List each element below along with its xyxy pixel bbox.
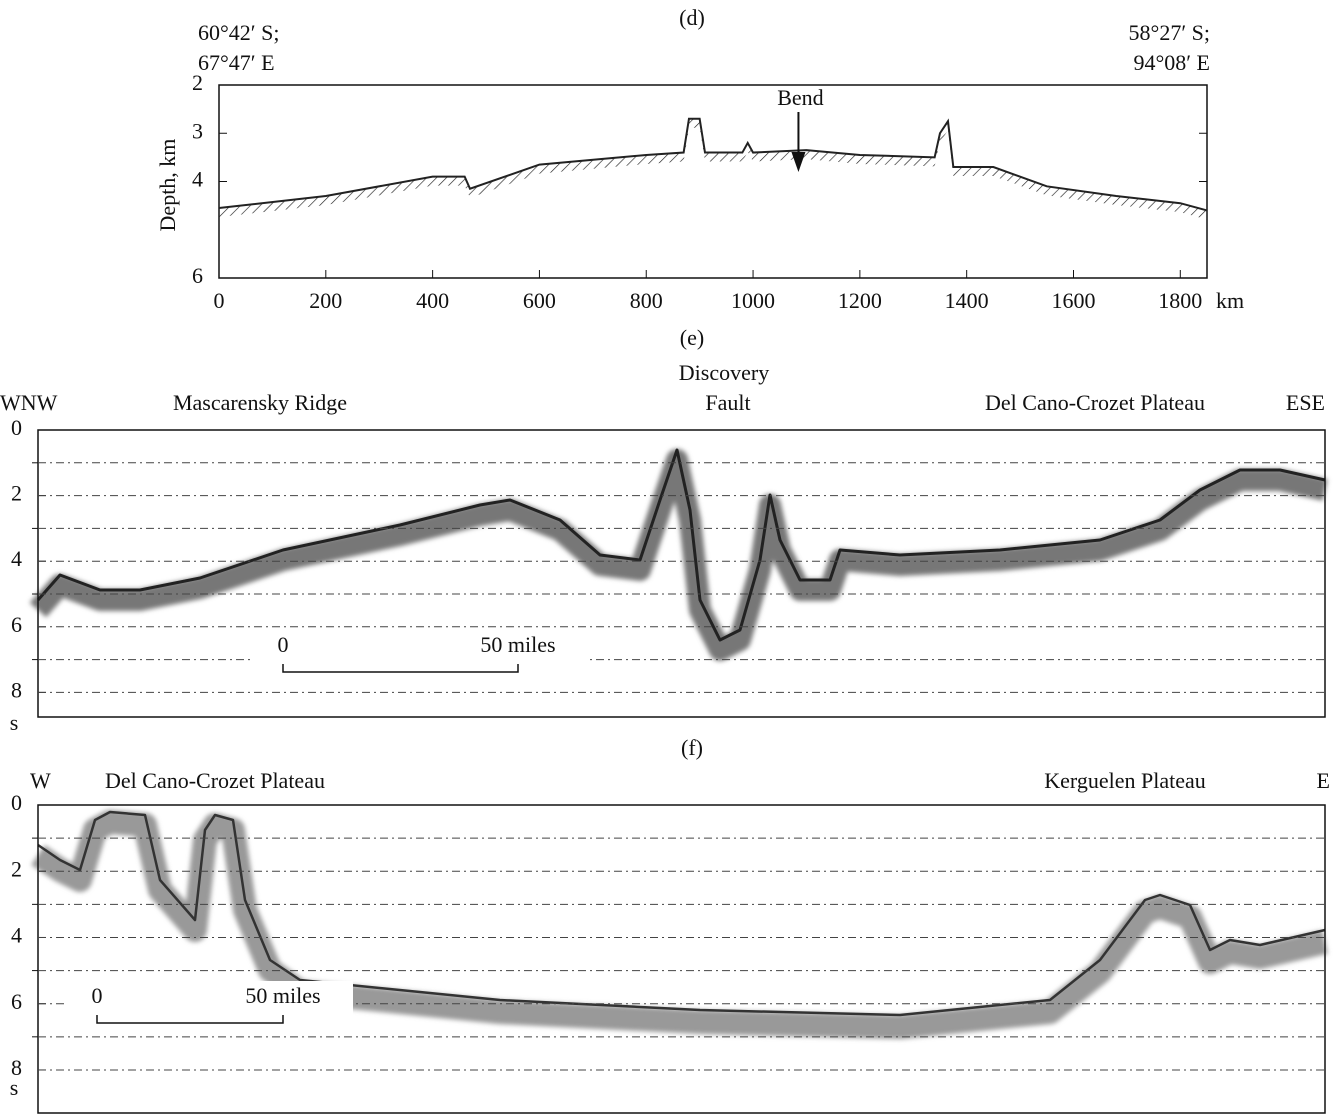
scale-label: 50 miles [480, 632, 555, 657]
x-tick-label: 1200 [838, 288, 882, 313]
y-axis-unit: s [10, 710, 19, 735]
y-tick-label: 8 [11, 1055, 22, 1080]
section-label: W [30, 768, 51, 793]
y-tick-label: 2 [11, 856, 22, 881]
section-label: Discovery [679, 360, 769, 385]
y-axis-unit: s [10, 1075, 19, 1100]
coordinate-label: 67°47′ E [198, 50, 275, 75]
y-tick-label: 2 [11, 481, 22, 506]
plot-frame [37, 429, 1326, 718]
coordinate-label: 94°08′ E [1133, 50, 1210, 75]
y-tick-label: 3 [192, 118, 203, 143]
y-tick-label: 6 [192, 263, 203, 288]
scale-bg [67, 981, 353, 1033]
coordinate-label: 60°42′ S; [198, 20, 279, 45]
x-tick-label: 600 [523, 288, 556, 313]
panel-label: (e) [680, 325, 704, 350]
x-tick-label: 1800 [1158, 288, 1202, 313]
y-tick-label: 6 [11, 612, 22, 637]
section-label: ESE [1286, 390, 1325, 415]
y-tick-label: 8 [11, 677, 22, 702]
seismic-echo [29, 448, 1328, 661]
panel-label: (d) [679, 5, 705, 30]
section-label: Del Cano-Crozet Plateau [985, 390, 1205, 415]
x-tick-label: 1000 [731, 288, 775, 313]
section-label: Fault [705, 390, 750, 415]
coordinate-label: 58°27′ S; [1129, 20, 1210, 45]
arrow-head [791, 152, 806, 172]
y-tick-label: 4 [11, 546, 22, 571]
section-label: E [1317, 768, 1330, 793]
y-tick-label: 0 [11, 415, 22, 440]
section-label: Del Cano-Crozet Plateau [105, 768, 325, 793]
x-tick-label: 800 [630, 288, 663, 313]
profile-line [218, 117, 1208, 212]
x-tick-label: 200 [309, 288, 342, 313]
scale-label: 0 [278, 632, 289, 657]
scale-label: 50 miles [245, 983, 320, 1008]
x-axis-unit: km [1216, 288, 1244, 313]
panel-label: (f) [681, 735, 703, 760]
x-tick-label: 1600 [1051, 288, 1095, 313]
scale-bar [282, 664, 519, 673]
x-tick-label: 0 [214, 288, 225, 313]
plot-frame [218, 84, 1208, 279]
scale-label: 0 [92, 983, 103, 1008]
section-label: Mascarensky Ridge [173, 390, 347, 415]
y-axis-label: Depth, km [155, 139, 180, 232]
x-tick-label: 1400 [945, 288, 989, 313]
y-tick-label: 4 [11, 923, 22, 948]
y-tick-label: 2 [192, 70, 203, 95]
scale-bar [96, 1015, 284, 1024]
scale-bg [253, 630, 588, 682]
x-tick-label: 400 [416, 288, 449, 313]
y-tick-label: 0 [11, 790, 22, 815]
section-label: Kerguelen Plateau [1044, 768, 1205, 793]
section-label: WNW [0, 390, 58, 415]
y-tick-label: 4 [192, 167, 203, 192]
hatch [219, 118, 1207, 220]
y-tick-label: 6 [11, 989, 22, 1014]
plot-frame [37, 804, 1326, 1114]
annotation: Bend [777, 85, 823, 110]
